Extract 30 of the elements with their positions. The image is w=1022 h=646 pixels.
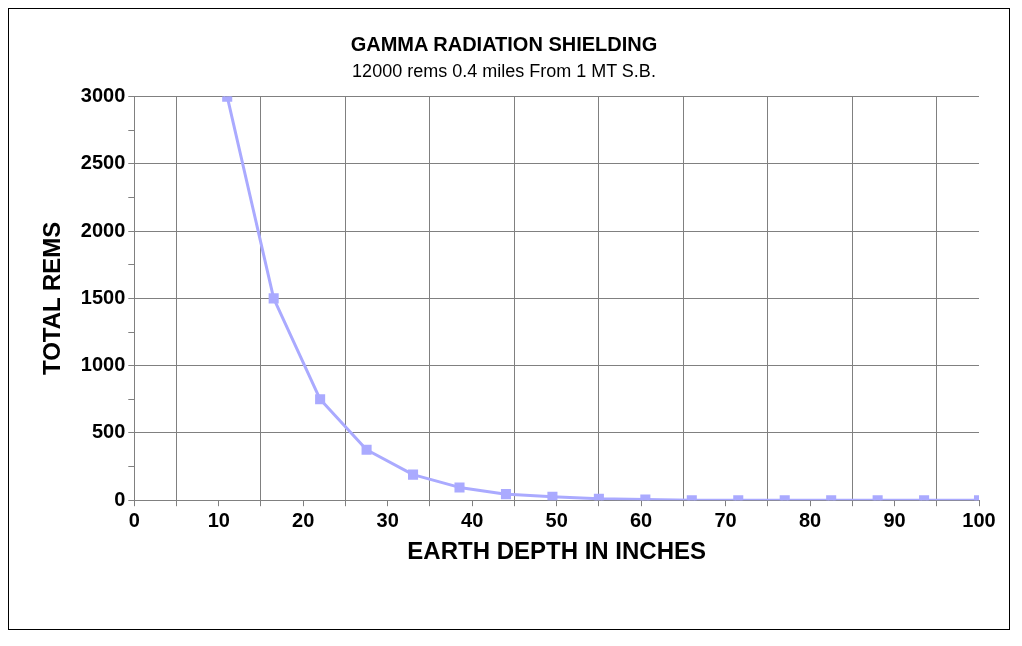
point (500, 489, 511, 500)
x-tick-label: 60 (629, 508, 653, 531)
y-tick-label: 0 (114, 487, 126, 510)
y-tick-label: 3000 (80, 84, 126, 107)
y-tick-label: 1000 (80, 353, 126, 376)
x-tick-label: 100 (962, 508, 996, 531)
x-tick-label: 10 (207, 508, 230, 531)
x-tick-label: 70 (714, 508, 737, 531)
y-tick-label: 500 (91, 420, 126, 443)
point (547, 491, 558, 501)
x-axis-title: EARTH DEPTH IN INCHES (407, 537, 706, 565)
y-tick-label: 1500 (80, 285, 126, 308)
chart-subtitle: 12000 rems 0.4 miles From 1 MT S.B. (352, 60, 656, 81)
point (268, 293, 279, 304)
x-tick-label: 0 (128, 508, 140, 531)
x-tick-label: 30 (376, 508, 399, 531)
y-tick-label: 2000 (80, 218, 126, 241)
y-axis-title: TOTAL REMS (38, 221, 66, 376)
point (454, 482, 465, 493)
y-tick-label: 2500 (80, 151, 126, 174)
point (408, 469, 419, 480)
x-tick-label: 80 (798, 508, 822, 531)
point (593, 493, 604, 501)
x-tick-label: 40 (461, 508, 484, 531)
x-tick-label: 20 (292, 508, 315, 531)
chart-title: GAMMA RADIATION SHIELDING (350, 32, 658, 55)
x-tick-label: 50 (545, 508, 568, 531)
point (361, 444, 372, 455)
point (315, 394, 326, 405)
x-tick-label: 90 (883, 508, 906, 531)
